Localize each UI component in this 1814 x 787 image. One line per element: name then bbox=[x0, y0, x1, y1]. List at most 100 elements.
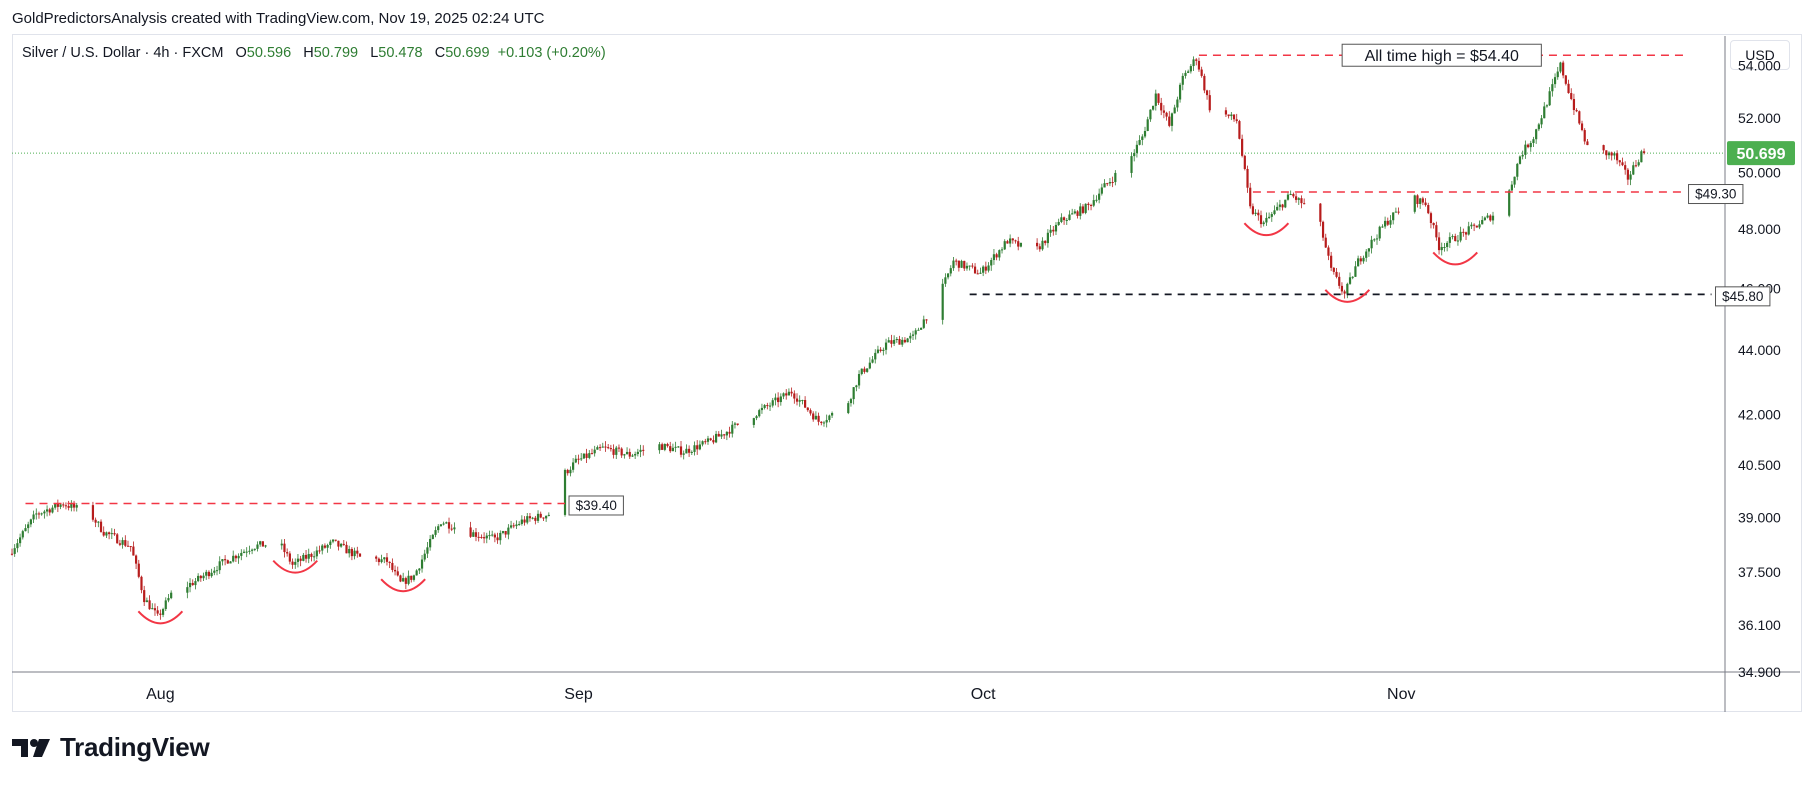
candle-body bbox=[946, 273, 950, 278]
low-label: L bbox=[370, 45, 379, 61]
candle-body bbox=[925, 319, 928, 321]
candle-body bbox=[358, 553, 362, 557]
candle-body bbox=[288, 553, 291, 562]
candle-body bbox=[639, 449, 642, 452]
candle-body bbox=[186, 587, 189, 593]
candle-body bbox=[1168, 116, 1171, 126]
candle-body bbox=[982, 266, 985, 273]
candle-body bbox=[1348, 277, 1352, 284]
symbol-name[interactable]: Silver / U.S. Dollar · 4h · FXCM bbox=[22, 45, 224, 61]
candle-body bbox=[1189, 66, 1192, 72]
candle-body bbox=[1241, 138, 1244, 156]
candle-body bbox=[1009, 238, 1012, 244]
symbol-legend[interactable]: Silver / U.S. Dollar · 4h · FXCM O50.596… bbox=[22, 45, 606, 61]
candle-body bbox=[1321, 221, 1325, 238]
candle-body bbox=[1394, 211, 1397, 213]
candle-body bbox=[682, 453, 685, 455]
candle-body bbox=[636, 451, 639, 455]
candle-body bbox=[520, 519, 523, 524]
candle-body bbox=[388, 561, 391, 563]
candle-body bbox=[1087, 203, 1090, 205]
candle-body bbox=[1227, 114, 1230, 117]
candle-body bbox=[1332, 267, 1335, 272]
candle-body bbox=[1483, 217, 1487, 220]
candle-body bbox=[161, 609, 165, 615]
candle-body bbox=[847, 403, 850, 414]
candle-body bbox=[1470, 224, 1473, 227]
candle-body bbox=[1443, 247, 1446, 249]
brand-name: TradingView bbox=[60, 732, 210, 762]
pattern-arc bbox=[1432, 251, 1478, 266]
candle-body bbox=[21, 531, 24, 538]
open-label: O bbox=[235, 45, 247, 61]
candle-body bbox=[221, 559, 224, 562]
candle-body bbox=[814, 415, 817, 420]
candle-body bbox=[1259, 215, 1263, 225]
candle-body bbox=[914, 330, 917, 335]
candles-group bbox=[10, 56, 1646, 620]
currency-button[interactable]: USD bbox=[1730, 40, 1790, 70]
candle-body bbox=[423, 553, 426, 560]
candle-body bbox=[229, 561, 232, 564]
candle-body bbox=[1491, 215, 1495, 221]
candle-body bbox=[210, 572, 213, 577]
candle-body bbox=[1257, 212, 1260, 216]
candle-body bbox=[1303, 203, 1306, 205]
candle-body bbox=[612, 449, 615, 455]
candle-body bbox=[283, 543, 286, 553]
candle-body bbox=[661, 444, 664, 450]
candle-body bbox=[1289, 194, 1292, 196]
candle-body bbox=[145, 600, 148, 603]
level-label: $45.80 bbox=[1722, 289, 1763, 304]
time-axis-tick-label: Aug bbox=[146, 686, 174, 703]
candle-body bbox=[299, 558, 302, 561]
candle-body bbox=[1224, 110, 1228, 115]
candle-body bbox=[1634, 165, 1638, 167]
candle-body bbox=[326, 544, 329, 548]
candle-body bbox=[857, 374, 861, 386]
candle-body bbox=[1095, 199, 1098, 201]
candle-body bbox=[1192, 59, 1195, 67]
candle-body bbox=[380, 559, 383, 563]
candle-body bbox=[1586, 141, 1589, 146]
candle-body bbox=[1246, 168, 1249, 188]
candle-body bbox=[253, 548, 256, 550]
candle-body bbox=[1513, 176, 1516, 185]
candle-body bbox=[242, 551, 246, 553]
candle-body bbox=[224, 559, 227, 561]
candle-body bbox=[97, 521, 100, 523]
candle-body bbox=[574, 458, 577, 463]
candle-body bbox=[509, 525, 513, 528]
candle-body bbox=[1152, 105, 1155, 110]
candle-body bbox=[963, 260, 966, 269]
candle-body bbox=[1281, 204, 1284, 208]
candle-body bbox=[1057, 221, 1060, 225]
candle-body bbox=[809, 410, 812, 414]
candle-body bbox=[701, 441, 704, 445]
candle-body bbox=[1208, 95, 1211, 111]
candle-body bbox=[1014, 240, 1017, 242]
candle-body bbox=[1543, 106, 1546, 119]
candle-body bbox=[1607, 152, 1611, 156]
candle-body bbox=[170, 592, 173, 599]
candle-body bbox=[304, 554, 308, 559]
candle-body bbox=[1602, 145, 1605, 151]
candle-body bbox=[410, 575, 413, 580]
candle-body bbox=[1003, 241, 1006, 250]
last-price-tag bbox=[1727, 141, 1795, 166]
candle-body bbox=[197, 575, 200, 582]
candle-body bbox=[1273, 210, 1276, 215]
candle-body bbox=[704, 441, 707, 443]
candle-body bbox=[1135, 144, 1139, 153]
candle-body bbox=[515, 524, 518, 527]
candle-body bbox=[450, 528, 453, 530]
candle-body bbox=[250, 549, 254, 551]
candle-body bbox=[226, 560, 229, 564]
candle-body bbox=[191, 582, 194, 586]
candle-body bbox=[1556, 71, 1559, 78]
candle-body bbox=[99, 521, 103, 532]
candle-body bbox=[72, 503, 76, 508]
candle-body bbox=[54, 503, 57, 508]
candle-body bbox=[1583, 130, 1586, 142]
